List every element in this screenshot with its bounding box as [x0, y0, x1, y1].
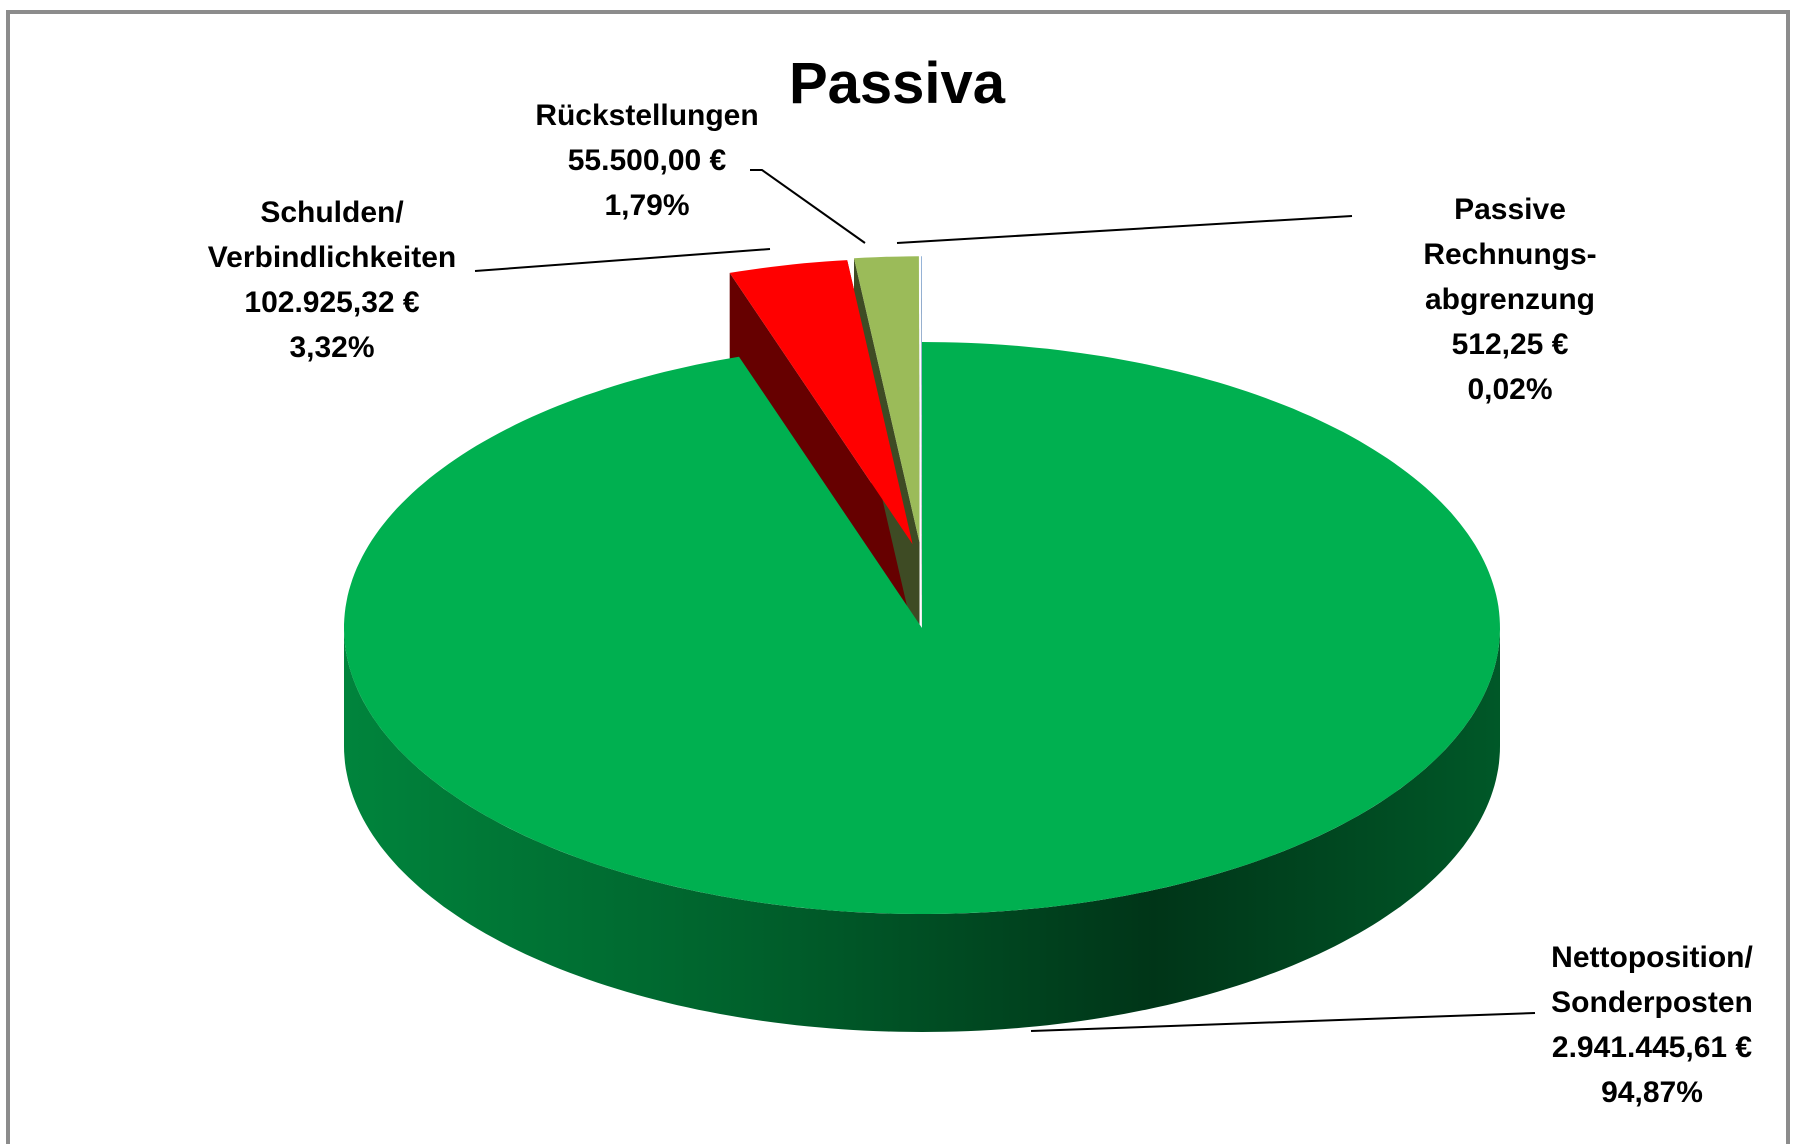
category-label: Nettoposition/ Sonderposten: [1551, 941, 1753, 1019]
category-label: Rückstellungen: [535, 99, 759, 132]
slice: [854, 256, 920, 543]
chart-title: Passiva: [788, 51, 1006, 116]
data-label: Rückstellungen 55.500,00 € 1,79%: [535, 93, 758, 228]
slice: [729, 260, 913, 545]
percent-label: 94,87%: [1601, 1076, 1703, 1109]
category-label: Passive Rechnungs- abgrenzung: [1423, 193, 1597, 316]
slice: [921, 256, 922, 543]
percent-label: 1,79%: [604, 189, 690, 222]
leader-line: [474, 248, 771, 272]
data-label: Nettoposition/ Sonderposten 2.941.445,61 …: [1551, 935, 1753, 1115]
chart-border: [6, 10, 1790, 1144]
percent-label: 3,32%: [289, 331, 375, 364]
value-label: 102.925,32 €: [244, 286, 420, 319]
category-label: Schulden/ Verbindlichkeiten: [207, 196, 457, 274]
slice-side: [344, 628, 1500, 1032]
data-label: Passive Rechnungs- abgrenzung 512,25 € 0,0…: [1367, 187, 1653, 412]
value-label: 2.941.445,61 €: [1551, 1031, 1753, 1064]
value-label: 512,25 €: [1451, 328, 1569, 361]
data-label: Schulden/ Verbindlichkeiten 102.925,32 € 3…: [208, 190, 456, 370]
leader-line: [750, 169, 866, 244]
percent-label: 0,02%: [1467, 373, 1553, 406]
leader-line: [896, 215, 1353, 244]
leader-line: [1030, 1012, 1536, 1032]
slice: [344, 342, 1500, 914]
value-label: 55.500,00 €: [567, 144, 727, 177]
slice-cut-face: [921, 256, 922, 661]
